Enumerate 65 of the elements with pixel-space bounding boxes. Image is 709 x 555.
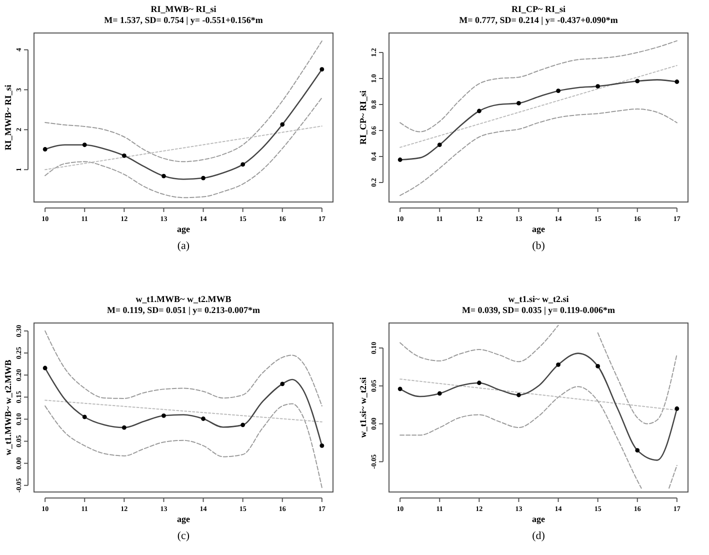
- text: (d): [532, 530, 546, 542]
- line-series: [44, 40, 322, 162]
- y-axis-title: RI_MWB~ RI_si: [3, 84, 13, 150]
- point: [240, 422, 246, 428]
- point: [162, 174, 166, 178]
- point: [122, 425, 126, 430]
- chart-subtitle: M= 1.537, SD= 0.754 | y= -0.551+0.156*m: [104, 15, 264, 25]
- point: [596, 364, 600, 368]
- point: [516, 392, 521, 398]
- point: [437, 391, 442, 396]
- point: [320, 443, 324, 448]
- point: [635, 78, 640, 84]
- point: [556, 88, 560, 94]
- line-series: [44, 330, 322, 406]
- point: [320, 67, 324, 72]
- chart-subtitle: M= 0.039, SD= 0.035 | y= 0.119-0.006*m: [462, 305, 616, 315]
- text: (b): [532, 240, 546, 252]
- x-axis-title: age: [532, 224, 545, 234]
- point: [398, 158, 402, 162]
- point: [516, 101, 521, 106]
- point: [437, 142, 442, 147]
- point: [201, 416, 206, 421]
- point: [476, 108, 482, 114]
- text: (c): [177, 530, 190, 542]
- point: [398, 386, 402, 392]
- chart-title: RI_MWB~ RI_si: [150, 4, 217, 14]
- y-axis-title: w_t1.si~ w_t2.si: [358, 376, 368, 438]
- x-axis-title: age: [177, 224, 190, 234]
- point: [82, 414, 87, 420]
- point: [82, 142, 87, 148]
- line-series: [399, 352, 678, 461]
- chart-subtitle: M= 0.119, SD= 0.051 | y= 0.213-0.007*m: [106, 305, 261, 315]
- chart-title: w_t1.MWB~ w_t2.MWB: [136, 294, 232, 304]
- line-series: [597, 332, 678, 424]
- point: [42, 366, 48, 370]
- line-series: [399, 79, 678, 160]
- point: [280, 122, 285, 127]
- line-series: [400, 386, 642, 489]
- point: [280, 382, 285, 386]
- line-series: [44, 367, 323, 446]
- point: [476, 380, 482, 386]
- point: [240, 162, 246, 167]
- chart-title: w_t1.si~ w_t2.si: [508, 294, 570, 304]
- point: [635, 448, 640, 453]
- x-axis-title: age: [177, 514, 190, 524]
- y-axis-title: RI_CP~ RI_si: [358, 90, 368, 144]
- line-series: [44, 97, 322, 198]
- point: [42, 147, 48, 152]
- chart-subtitle: M= 0.777, SD= 0.214 | y= -0.437+0.090*m: [459, 15, 618, 25]
- point: [596, 84, 600, 88]
- line-series: [400, 40, 678, 132]
- text: (a): [177, 240, 190, 252]
- point: [556, 362, 560, 367]
- line-series: [44, 403, 322, 488]
- chart-title: RI_CP~ RI_si: [512, 4, 566, 14]
- x-axis-title: age: [532, 514, 545, 524]
- line-series: [400, 324, 559, 362]
- line-series: [400, 108, 678, 196]
- y-axis-title: w_t1.MWB~ w_t2.MWB: [3, 360, 13, 456]
- point: [201, 176, 206, 180]
- line-series: [44, 68, 323, 180]
- point: [674, 406, 680, 411]
- point: [162, 413, 166, 418]
- point: [674, 80, 680, 84]
- point: [122, 153, 126, 158]
